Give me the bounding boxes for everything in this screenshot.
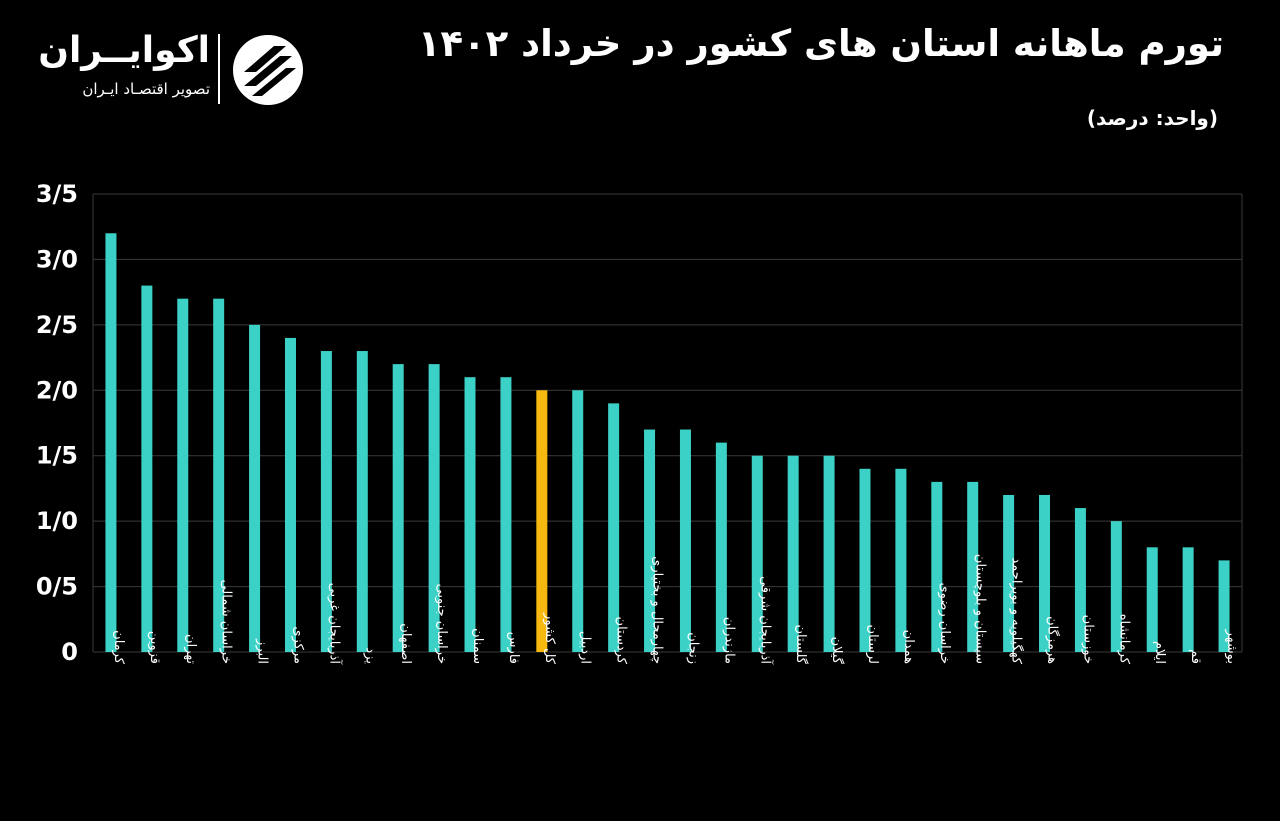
x-tick-label: قزوین [147,631,162,664]
bar-highlight [536,390,548,652]
bar [249,324,261,652]
bar [141,285,153,652]
bar [356,351,368,652]
bar [823,455,835,652]
x-tick-label: خراسان شمالی [219,579,234,664]
x-tick-label: مرکزی [290,626,305,664]
bar [895,468,907,652]
bar [1110,521,1122,652]
x-tick-label: لرستان [865,625,880,664]
x-tick-label: تهران [183,634,198,664]
bar [644,429,656,652]
x-tick-label: خراسان رضوی [937,582,952,664]
ecoiran-logo-icon [233,35,303,105]
bar [787,455,799,652]
x-tick-label: البرز [255,638,270,664]
x-tick-label: بوشهر [1224,629,1239,664]
x-tick-label: گلستان [793,624,809,664]
x-tick-label: خوزستان [1080,615,1095,664]
x-tick-label: ایلام [1152,641,1167,664]
x-tick-label: یزد [362,647,377,664]
x-tick-label: گیلان [829,637,845,665]
bar [320,351,332,652]
y-tick-label: 2/5 [36,311,78,339]
bar [464,377,476,652]
x-tick-label: کرمانشاه [1116,614,1131,665]
x-tick-label: کردستان [614,617,629,665]
x-tick-label: هرمزگان [1045,616,1061,664]
bar [679,429,691,652]
x-tick-label: آذربایجان غربی [326,583,343,666]
bar [715,442,727,652]
bar [1146,547,1158,652]
bar [1039,494,1051,652]
x-tick-label: کل کشور [542,612,557,665]
x-tick-label: آذربایجان شرقی [757,576,774,665]
y-tick-label: 1/0 [36,507,78,535]
brand-name: اکوایــران [38,30,210,71]
y-tick-label: 2/0 [36,376,78,404]
y-tick-label: 1/5 [36,442,78,470]
x-tick-label: چهارمحال و بختیاری [650,556,665,664]
x-tick-label: فارس [506,632,521,664]
bar [572,390,584,652]
bar [608,403,620,652]
x-tick-label: قم [1188,649,1203,664]
bar [931,481,943,652]
logo-divider [218,34,220,104]
brand-tagline: تصویر اقتصـاد ایـران [82,80,210,98]
bar [392,364,404,652]
y-tick-label: 3/5 [36,180,78,208]
x-tick-label: مازندران [721,617,736,664]
bar [1218,560,1230,652]
x-tick-label: خراسان جنوبی [434,584,449,664]
bar [284,337,296,652]
bar [859,468,871,652]
x-tick-label: اردبیل [578,631,593,664]
x-tick-label: همدان [901,630,916,664]
y-tick-label: 0/5 [36,573,78,601]
x-tick-label: اصفهان [398,623,413,664]
bar [428,364,440,652]
y-tick-label: 0 [61,638,78,666]
bar [177,298,189,652]
brand-logo: اکوایــران تصویر اقتصـاد ایـران [38,30,318,110]
unit-label: (واحد: درصد) [1086,106,1218,130]
chart-title: تورم ماهانه استان های کشور در خرداد ۱۴۰۲ [417,22,1224,65]
bar [967,481,979,652]
bar [1182,547,1194,652]
x-tick-label: کهگیلویه و بویراحمد [1009,557,1025,664]
x-tick-label: کرمان [111,630,126,665]
bar [500,377,512,652]
bar [751,455,763,652]
x-tick-label: سیستان و بلوچستان [973,554,988,664]
bar [105,233,117,652]
bar [213,298,225,652]
y-tick-label: 3/0 [36,245,78,273]
bar [1074,508,1086,652]
x-tick-label: سمنان [470,628,485,664]
x-tick-label: زنجان [685,632,700,664]
bar [1003,494,1015,652]
